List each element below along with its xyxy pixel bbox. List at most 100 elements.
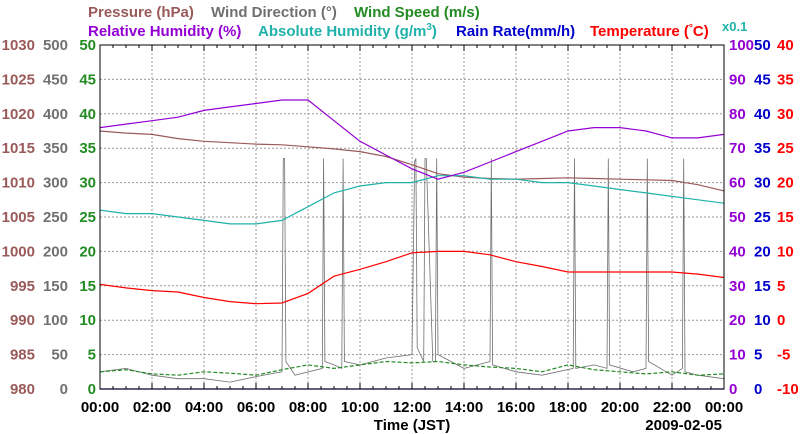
y-tick-label-wind-speed: 20 xyxy=(79,243,96,260)
x-tick-label: 20:00 xyxy=(601,399,639,416)
series-line-absolute-humidity xyxy=(99,175,725,225)
x-tick-label: 02:00 xyxy=(133,399,171,416)
y-tick-label-relative-humidity: 30 xyxy=(729,278,746,295)
legend-temperature: Temperature (°C) xyxy=(590,23,709,40)
date-label: 2009-02-05 xyxy=(645,417,722,434)
legend-temperature-unit: C) xyxy=(693,23,709,40)
y-tick-label-pressure: 1020 xyxy=(2,106,35,123)
y-tick-label-relative-humidity: 90 xyxy=(729,71,746,88)
y-tick-label-relative-humidity: 10 xyxy=(729,347,746,364)
y-tick-label-pressure: 1000 xyxy=(2,243,35,260)
x-tick-label: 10:00 xyxy=(341,399,379,416)
y-tick-label-wind-speed: 5 xyxy=(88,347,96,364)
legend-temperature-deg: ° xyxy=(689,23,693,34)
y-tick-label-wind-speed: 10 xyxy=(79,312,96,329)
axis-labels: 1030102510201015101010051000995990985980… xyxy=(2,37,799,416)
series-line-wind-speed xyxy=(99,360,725,376)
y-tick-label-relative-humidity: 70 xyxy=(729,140,746,157)
y-tick-label-temperature: -5 xyxy=(777,347,790,364)
y-tick-label-pressure: 1025 xyxy=(2,71,35,88)
y-tick-label-wind-direction: 400 xyxy=(43,106,68,123)
y-tick-label-relative-humidity: 50 xyxy=(729,209,746,226)
y-tick-label-pressure: 980 xyxy=(10,381,35,398)
plot-grid xyxy=(99,45,725,389)
legend-absolute-humidity-close: ) xyxy=(432,23,437,40)
series-line-temperature xyxy=(99,250,725,305)
y-tick-label-rain-rate: 40 xyxy=(754,106,771,123)
y-tick-label-wind-speed: 0 xyxy=(88,381,96,398)
y-tick-label-temperature: 10 xyxy=(777,243,794,260)
y-tick-label-rain-rate: 35 xyxy=(754,140,771,157)
y-tick-label-wind-direction: 100 xyxy=(43,312,68,329)
y-tick-label-wind-direction: 300 xyxy=(43,175,68,192)
y-tick-label-wind-direction: 200 xyxy=(43,243,68,260)
y-tick-label-temperature: 30 xyxy=(777,106,794,123)
series-line-pressure xyxy=(99,130,725,192)
y-tick-label-pressure: 995 xyxy=(10,278,35,295)
y-tick-label-temperature: 20 xyxy=(777,175,794,192)
y-tick-label-wind-speed: 40 xyxy=(79,106,96,123)
y-tick-label-wind-speed: 35 xyxy=(79,140,96,157)
y-tick-label-pressure: 1030 xyxy=(2,37,35,54)
x-tick-label: 16:00 xyxy=(497,399,535,416)
legend-pressure: Pressure (hPa) xyxy=(88,4,194,21)
y-tick-label-pressure: 1010 xyxy=(2,175,35,192)
y-tick-label-wind-direction: 250 xyxy=(43,209,68,226)
y-tick-label-rain-rate: 50 xyxy=(754,37,771,54)
series-line-wind-direction xyxy=(99,158,725,383)
legend-rain-scale-note: x0.1 xyxy=(722,19,747,34)
legend-absolute-humidity: Absolute Humidity (g/m3) xyxy=(258,22,437,40)
legend-absolute-humidity-label: Absolute Humidity (g/m xyxy=(258,23,426,40)
y-tick-label-temperature: 5 xyxy=(777,278,785,295)
y-tick-label-wind-direction: 350 xyxy=(43,140,68,157)
y-tick-label-rain-rate: 30 xyxy=(754,175,771,192)
legend-relative-humidity: Relative Humidity (%) xyxy=(88,23,241,40)
y-tick-label-wind-speed: 30 xyxy=(79,175,96,192)
x-axis-title: Time (JST) xyxy=(374,417,450,434)
y-tick-label-rain-rate: 20 xyxy=(754,243,771,260)
y-tick-label-rain-rate: 45 xyxy=(754,71,771,88)
y-tick-label-wind-direction: 450 xyxy=(43,71,68,88)
y-tick-label-wind-direction: 500 xyxy=(43,37,68,54)
y-tick-label-temperature: 15 xyxy=(777,209,794,226)
legend-temperature-label: Temperature ( xyxy=(590,23,689,40)
y-tick-label-rain-rate: 10 xyxy=(754,312,771,329)
x-tick-label: 00:00 xyxy=(81,399,119,416)
y-tick-label-temperature: 0 xyxy=(777,312,785,329)
y-tick-label-pressure: 1015 xyxy=(2,140,35,157)
y-tick-label-relative-humidity: 100 xyxy=(729,37,754,54)
y-tick-label-wind-speed: 45 xyxy=(79,71,96,88)
y-tick-label-temperature: 35 xyxy=(777,71,794,88)
y-tick-label-rain-rate: 25 xyxy=(754,209,771,226)
y-tick-label-wind-speed: 50 xyxy=(79,37,96,54)
y-tick-label-relative-humidity: 0 xyxy=(729,381,737,398)
y-tick-label-rain-rate: 0 xyxy=(754,381,762,398)
y-tick-label-rain-rate: 15 xyxy=(754,278,771,295)
legend-rain-rate: Rain Rate(mm/h) xyxy=(456,23,575,40)
x-tick-label: 14:00 xyxy=(445,399,483,416)
y-tick-label-pressure: 990 xyxy=(10,312,35,329)
x-tick-label: 04:00 xyxy=(185,399,223,416)
plot-series xyxy=(99,99,725,390)
x-tick-label: 08:00 xyxy=(289,399,327,416)
x-tick-label: 22:00 xyxy=(653,399,691,416)
legend-absolute-humidity-sup: 3 xyxy=(426,22,432,33)
y-tick-label-temperature: 40 xyxy=(777,37,794,54)
y-tick-label-wind-direction: 150 xyxy=(43,278,68,295)
y-tick-label-wind-speed: 15 xyxy=(79,278,96,295)
x-tick-label: 12:00 xyxy=(393,399,431,416)
x-tick-label: 00:00 xyxy=(705,399,743,416)
y-tick-label-relative-humidity: 60 xyxy=(729,175,746,192)
y-tick-label-temperature: 25 xyxy=(777,140,794,157)
y-tick-label-pressure: 985 xyxy=(10,347,35,364)
y-tick-label-pressure: 1005 xyxy=(2,209,35,226)
y-tick-label-relative-humidity: 80 xyxy=(729,106,746,123)
y-tick-label-rain-rate: 5 xyxy=(754,347,762,364)
legend-wind-direction: Wind Direction (°) xyxy=(211,4,337,21)
y-tick-label-relative-humidity: 40 xyxy=(729,243,746,260)
series-line-relative-humidity xyxy=(99,99,725,180)
y-tick-label-wind-direction: 0 xyxy=(60,381,68,398)
y-tick-label-wind-direction: 50 xyxy=(51,347,68,364)
x-tick-label: 18:00 xyxy=(549,399,587,416)
